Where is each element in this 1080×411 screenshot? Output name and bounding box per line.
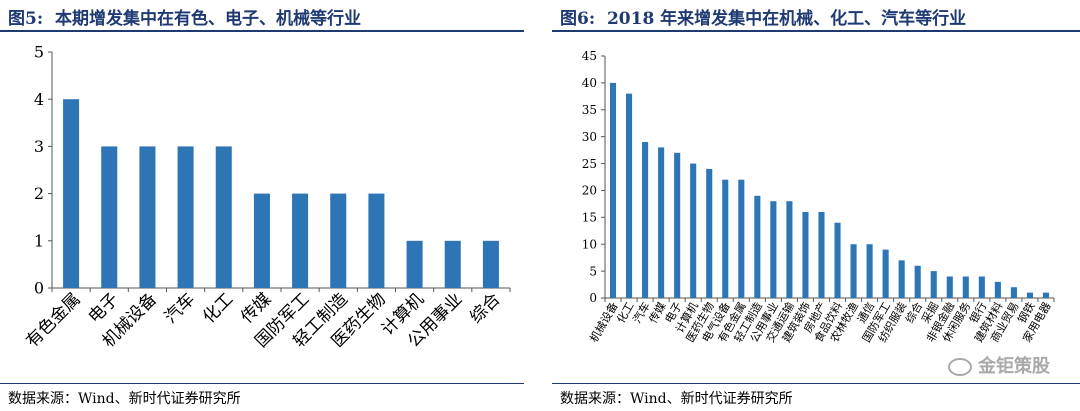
right-source-note: 数据来源：Wind、新时代证券研究所 bbox=[560, 391, 793, 407]
y-tick-label: 0 bbox=[34, 279, 44, 298]
y-tick-label: 1 bbox=[34, 231, 44, 250]
bar bbox=[63, 99, 80, 288]
bar bbox=[1042, 292, 1050, 298]
y-tick-label: 4 bbox=[34, 90, 44, 109]
bar bbox=[658, 147, 665, 298]
left-source-rule bbox=[0, 383, 524, 384]
y-tick-label: 45 bbox=[582, 49, 597, 63]
left-figure-panel: 图5: 本期增发集中在有色、电子、机械等行业 0 1 2 3 4 5 有色金属 电子 机械设备汽… bbox=[0, 0, 524, 411]
right-figure-title: 图6: 2018 年来增发集中在机械、化工、汽车等行业 bbox=[560, 4, 966, 29]
bar bbox=[101, 146, 118, 288]
right-bar-chart: 051015202530354045机械设备化工汽车传媒电子计算机医药生物电气设… bbox=[582, 49, 1055, 345]
bar bbox=[706, 168, 713, 298]
y-tick-label: 35 bbox=[582, 103, 597, 117]
right-figure-label: 图6: bbox=[560, 9, 596, 29]
bar bbox=[368, 193, 385, 288]
bar bbox=[690, 163, 697, 298]
wechat-icon bbox=[948, 358, 972, 376]
bar bbox=[770, 201, 777, 298]
watermark: 金钜策股 bbox=[948, 352, 1050, 378]
left-title-rule bbox=[0, 30, 524, 32]
x-category-label: 化工 bbox=[199, 289, 237, 327]
y-tick-label: 0 bbox=[589, 291, 597, 305]
bar bbox=[882, 249, 889, 298]
y-tick-label: 3 bbox=[34, 137, 44, 156]
bar bbox=[215, 146, 232, 288]
bar bbox=[850, 244, 857, 298]
bar bbox=[139, 146, 156, 288]
bar bbox=[609, 82, 617, 298]
bar bbox=[738, 179, 745, 298]
right-source-rule bbox=[552, 383, 1080, 384]
y-tick-label: 40 bbox=[582, 76, 597, 90]
y-tick-label: 2 bbox=[34, 184, 44, 203]
bar bbox=[444, 240, 461, 288]
x-category-label: 汽车 bbox=[161, 289, 199, 327]
left-figure-title-text: 本期增发集中在有色、电子、机械等行业 bbox=[54, 9, 361, 29]
bar bbox=[722, 179, 729, 298]
y-tick-label: 20 bbox=[582, 184, 597, 198]
y-tick-label: 15 bbox=[582, 211, 597, 225]
bar bbox=[818, 211, 825, 298]
bar bbox=[898, 260, 905, 298]
bar bbox=[1010, 287, 1017, 298]
bar bbox=[674, 152, 681, 298]
left-source-note: 数据来源：Wind、新时代证券研究所 bbox=[8, 391, 241, 407]
bar bbox=[866, 244, 873, 298]
bar bbox=[253, 193, 270, 288]
bar bbox=[642, 142, 649, 298]
right-figure-panel: 图6: 2018 年来增发集中在机械、化工、汽车等行业 0 5 10 15 20 25 30… bbox=[552, 0, 1080, 411]
x-category-label: 机械设备 bbox=[586, 300, 620, 345]
bar bbox=[994, 281, 1001, 298]
bar bbox=[406, 240, 423, 288]
bar bbox=[1026, 292, 1033, 298]
bar bbox=[802, 211, 809, 298]
y-tick-label: 25 bbox=[582, 157, 597, 171]
bar bbox=[914, 265, 921, 298]
bar bbox=[754, 195, 761, 298]
bar bbox=[626, 93, 633, 298]
bar bbox=[946, 276, 953, 298]
watermark-text: 金钜策股 bbox=[978, 356, 1050, 377]
x-category-label: 综合 bbox=[466, 289, 504, 327]
y-tick-label: 5 bbox=[589, 264, 597, 278]
right-title-rule bbox=[552, 30, 1080, 32]
y-tick-label: 10 bbox=[582, 237, 597, 251]
y-tick-label: 30 bbox=[582, 130, 597, 144]
bar bbox=[482, 240, 499, 288]
y-tick-label: 5 bbox=[34, 43, 44, 62]
bar bbox=[834, 222, 841, 298]
bar bbox=[330, 193, 347, 288]
bar bbox=[292, 193, 309, 288]
x-category-label: 有色金属 bbox=[22, 289, 84, 351]
bar bbox=[930, 271, 937, 298]
left-figure-label: 图5: bbox=[8, 9, 44, 29]
left-figure-title: 图5: 本期增发集中在有色、电子、机械等行业 bbox=[8, 4, 361, 29]
right-figure-title-text: 2018 年来增发集中在机械、化工、汽车等行业 bbox=[606, 9, 967, 29]
bar bbox=[177, 146, 194, 288]
bar bbox=[786, 201, 793, 298]
bar bbox=[978, 276, 985, 298]
bar bbox=[962, 276, 969, 298]
